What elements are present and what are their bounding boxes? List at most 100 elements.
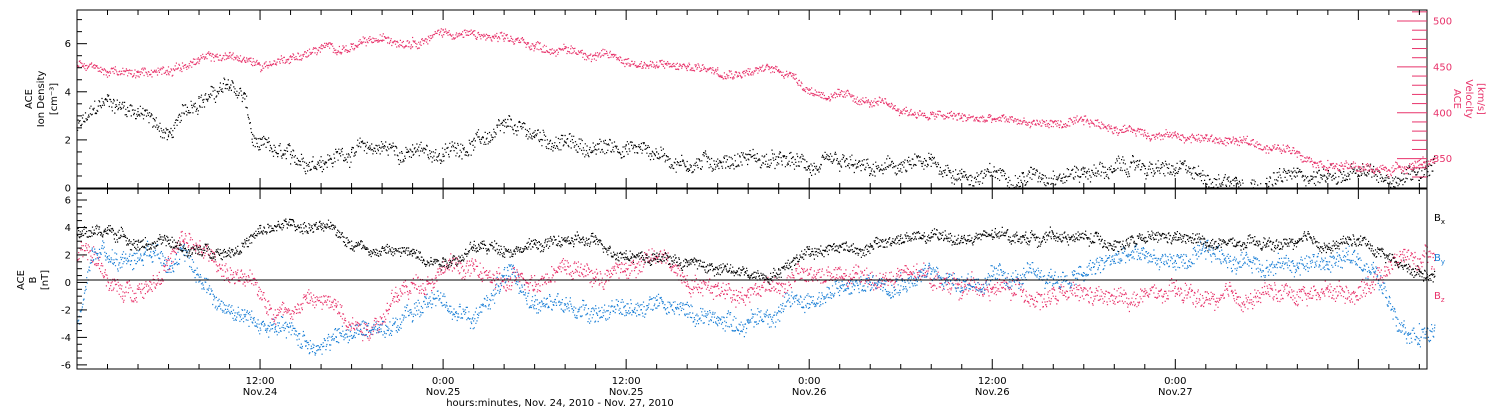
b-axis-label-line2: B <box>28 276 39 283</box>
series-velocity-point-25 <box>793 73 795 75</box>
b-tick-label-0: -6 <box>61 360 71 371</box>
series-bz-point-4 <box>183 240 185 242</box>
series-bz-point-21 <box>686 275 688 277</box>
density-axis-label: ACE Ion Density [cm⁻³] <box>24 71 60 128</box>
series-by-point-23 <box>747 318 749 321</box>
series-velocity-point-29 <box>900 110 902 112</box>
series-bx-point-12 <box>442 257 444 259</box>
series-by-point-36 <box>1144 257 1146 259</box>
series-by-point-46 <box>1403 320 1405 322</box>
series-velocity-point-20 <box>656 64 658 66</box>
density-axis-label-line1: ACE <box>24 89 35 109</box>
series-bz-point-14 <box>473 268 475 270</box>
series-density-point-32 <box>991 175 993 177</box>
series-bx-point-21 <box>717 268 719 270</box>
series-bz-point-23 <box>747 288 749 290</box>
series-bz-point-19 <box>625 268 627 270</box>
series-bz-point-44 <box>1373 276 1375 278</box>
series-velocity-point-42 <box>1296 150 1298 152</box>
series-bz-point-11 <box>396 295 398 297</box>
series-density <box>76 77 1436 190</box>
axes-layer: 0246350400450500-6-4-2024612:00Nov.240:0… <box>61 10 1452 398</box>
series-density-point-23 <box>717 158 719 160</box>
series-bx-point-29 <box>930 236 932 238</box>
x-tick-label-time-0: 12:00 <box>246 376 275 387</box>
series-bx-point-37 <box>1174 239 1176 241</box>
series-bz-point-41 <box>1296 291 1298 293</box>
series-by-point-1 <box>91 247 93 249</box>
series-velocity-point-44 <box>1357 167 1359 169</box>
series-bz-point-12 <box>427 276 429 278</box>
series-bx-point-30 <box>961 237 963 240</box>
series-velocity-point-36 <box>1113 126 1115 128</box>
series-by-point-26 <box>839 290 841 292</box>
series-bx-point-46 <box>1418 270 1420 272</box>
series-by-point-15 <box>503 275 505 277</box>
x-tick-label-date-1: Nov.25 <box>426 387 461 398</box>
series-bz-point-13 <box>442 261 444 263</box>
series-density-point-47 <box>1434 156 1436 158</box>
series-velocity-point-39 <box>1205 137 1207 140</box>
series-bz-point-3 <box>152 275 154 277</box>
series-density-point-3 <box>167 134 170 136</box>
series-density-point-43 <box>1327 173 1329 175</box>
series-velocity-point-30 <box>930 114 932 116</box>
series-velocity <box>76 28 1436 178</box>
series-density-point-38 <box>1174 173 1176 175</box>
series-by-point-43 <box>1357 258 1359 260</box>
series-velocity-point-22 <box>717 67 719 69</box>
series-bz-point-15 <box>503 287 505 289</box>
series-velocity-point-47 <box>1434 158 1436 160</box>
series-velocity-point-21 <box>686 66 688 68</box>
series-by-point-38 <box>1205 258 1207 260</box>
series-by-point-17 <box>564 309 566 311</box>
x-tick-label-date-4: Nov.26 <box>975 387 1010 398</box>
series-bx-point-5 <box>228 247 231 249</box>
series-velocity-point-19 <box>625 58 627 61</box>
series-bz-point-40 <box>1266 292 1268 294</box>
series-bz-point-43 <box>1357 287 1359 289</box>
series-bx-point-15 <box>534 243 536 245</box>
b-axis-label-line1: ACE <box>16 270 27 290</box>
series-bx-point-22 <box>747 275 749 277</box>
series-bz-point-2 <box>122 295 124 297</box>
series-bz-point-45 <box>1388 261 1390 263</box>
series-bz-point-1 <box>91 257 93 259</box>
series-by-point-22 <box>717 316 719 318</box>
series-velocity-point-6 <box>244 59 246 62</box>
series-by-point-47 <box>1418 323 1420 325</box>
series-velocity-point-32 <box>991 119 993 121</box>
series-density-point-16 <box>503 132 505 134</box>
series-bx-point-16 <box>564 240 566 242</box>
series-bz-point-9 <box>335 306 337 308</box>
series-velocity-point-35 <box>1083 124 1085 126</box>
b-axis-label: ACE B [nT] <box>16 270 51 290</box>
b-tick-label-3: 0 <box>65 278 71 289</box>
series-density-point-28 <box>869 173 871 175</box>
series-density-point-8 <box>259 148 261 151</box>
velocity-axis-label-line1: ACE <box>1451 89 1462 109</box>
series-density-point-37 <box>1144 165 1146 167</box>
series-density-point-36 <box>1113 168 1115 170</box>
series-bz-point-18 <box>595 276 597 278</box>
series-bx-point-18 <box>625 250 627 252</box>
series-bz-point-5 <box>213 261 215 263</box>
series-bx <box>76 218 1436 285</box>
series-density-point-18 <box>564 141 566 143</box>
series-density-point-31 <box>961 173 963 175</box>
series-density-point-15 <box>473 139 475 141</box>
series-by-point-45 <box>1388 302 1390 304</box>
series-bz-point-30 <box>961 281 963 283</box>
x-tick-label-date-0: Nov.24 <box>243 387 278 398</box>
series-density-point-12 <box>381 146 383 148</box>
series-by-point-37 <box>1174 259 1176 262</box>
velocity-axis-label: ACE Velocity [km/s] <box>1451 79 1486 118</box>
series-velocity-point-4 <box>198 58 200 61</box>
series-velocity-point-40 <box>1235 140 1237 142</box>
series-density-point-9 <box>290 163 292 165</box>
series-by-point-48 <box>1434 327 1436 329</box>
series-density-point-11 <box>351 148 353 151</box>
series-density-point-2 <box>137 108 139 110</box>
series-bx-point-47 <box>1434 270 1436 272</box>
